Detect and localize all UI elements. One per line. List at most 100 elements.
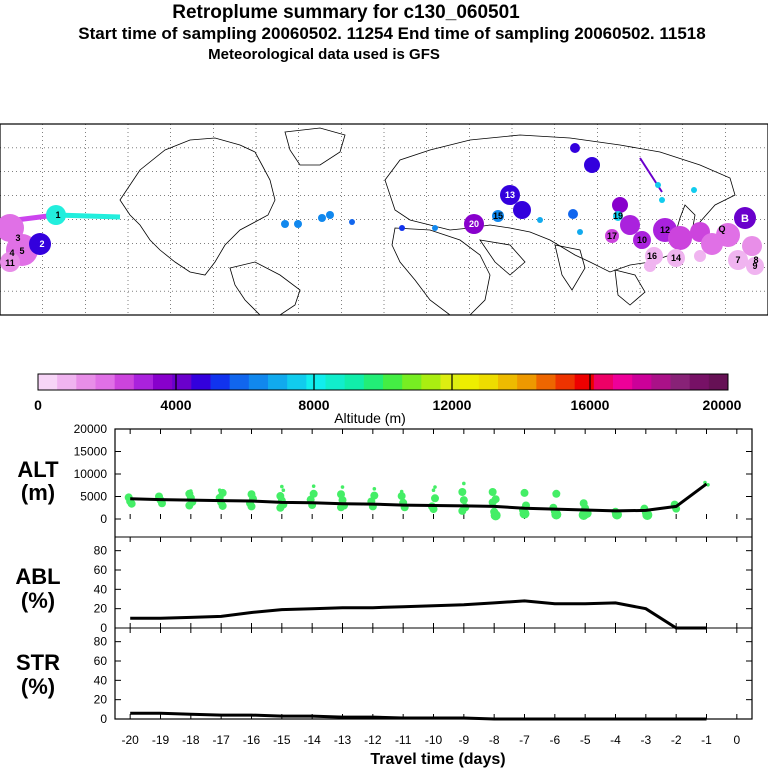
str-ylabel-top: STR	[16, 650, 60, 675]
alt-cluster-dot	[490, 510, 501, 521]
colorbar-cells	[38, 374, 729, 390]
alt-cluster-dot	[551, 509, 562, 520]
colorbar-cell	[421, 374, 441, 390]
colorbar-cell	[708, 374, 729, 390]
x-tick-label: -12	[364, 733, 382, 747]
y-tick-label: 15000	[74, 445, 108, 459]
colorbar-cell	[363, 374, 384, 390]
x-axis-tick-labels: -20 -19 -18 -17 -16 -15 -14 -13 -12 -11 -10 -9 -8 -7-…	[121, 733, 740, 747]
alt-cluster-dot	[431, 488, 436, 493]
plume-circle	[728, 250, 748, 270]
str-ylabel-bottom: (%)	[21, 674, 55, 699]
alt-cluster-dot	[462, 481, 466, 486]
plume-circle	[612, 197, 628, 213]
plume-trail-cyan	[55, 212, 121, 220]
colorbar-cell	[402, 374, 422, 390]
x-tick-label: -9	[458, 733, 469, 747]
plume-circle	[281, 220, 289, 228]
colorbar-cell	[651, 374, 671, 390]
plume-circle	[620, 215, 640, 235]
x-tick-label: -3	[640, 733, 651, 747]
colorbar-tick-label: 0	[34, 397, 42, 413]
alt-ylabel-top: ALT	[17, 457, 59, 482]
colorbar-cell	[210, 374, 231, 390]
plume-circle	[716, 223, 740, 247]
colorbar-cell	[153, 374, 173, 390]
alt-panel: ALT (m) 0 5000 10000 15000 20000	[17, 422, 752, 526]
x-tick-label: -19	[152, 733, 170, 747]
alt-cluster-dot	[189, 489, 193, 493]
alt-cluster-dot	[488, 498, 497, 507]
y-tick-label: 20	[94, 693, 108, 707]
colorbar-cell	[248, 374, 269, 390]
colorbar-cell	[114, 374, 135, 390]
alt-cluster-dot	[218, 501, 227, 510]
x-tick-label: -18	[182, 733, 200, 747]
plume-circles	[0, 143, 764, 275]
colorbar-cell	[57, 374, 77, 390]
plume-circle	[432, 225, 438, 231]
alt-cluster-dot	[281, 488, 286, 493]
colorbar-cell	[268, 374, 288, 390]
x-tick-label: -15	[273, 733, 291, 747]
colorbar-tick-label: 4000	[160, 397, 191, 413]
plume-circle	[584, 157, 600, 173]
colorbar-cell	[593, 374, 614, 390]
plume-circle	[349, 219, 355, 225]
x-tick-label: -5	[580, 733, 591, 747]
y-tick-label: 5000	[80, 490, 107, 504]
colorbar-cell	[440, 374, 461, 390]
plume-label: 14	[671, 253, 681, 263]
north-america-coast	[119, 137, 276, 276]
alt-cluster-dot	[429, 505, 438, 514]
y-tick-label: 10000	[74, 467, 108, 481]
alt-cluster-dot	[706, 483, 710, 487]
colorbar-cell	[536, 374, 556, 390]
plume-circle	[464, 214, 484, 234]
x-tick-label: -11	[395, 733, 412, 747]
plume-circle	[668, 226, 692, 250]
colorbar-cell	[478, 374, 499, 390]
plume-label: 9	[752, 261, 757, 271]
plume-circle	[0, 252, 20, 272]
plume-circle	[655, 182, 661, 188]
plume-label: 2	[39, 239, 44, 249]
alt-cluster-dot	[431, 494, 439, 503]
colorbar-cell	[325, 374, 346, 390]
alt-cluster-dot	[340, 485, 345, 489]
x-tick-label: -2	[671, 733, 682, 747]
colorbar-cell	[670, 374, 691, 390]
x-tick-label: -20	[121, 733, 139, 747]
alt-cluster-dot	[185, 501, 194, 510]
plume-circle	[513, 201, 531, 219]
colorbar-cell	[689, 374, 710, 390]
y-tick-label: 40	[94, 673, 108, 687]
str-yticks: 0 20 40 60 80	[94, 628, 752, 726]
alt-cluster-dot	[458, 488, 467, 496]
alt-cluster-dot	[520, 488, 529, 497]
plume-label: 19	[613, 211, 623, 221]
colorbar-tick-label: 12000	[433, 397, 472, 413]
plume-circle	[570, 143, 580, 153]
plume-label: 3	[15, 233, 20, 243]
x-tick-label: -1	[701, 733, 712, 747]
colorbar-tick-label: 16000	[571, 397, 610, 413]
plume-circle	[746, 257, 764, 275]
colorbar-cell	[229, 374, 250, 390]
plume-label: 12	[660, 225, 670, 235]
plume-circle	[46, 205, 66, 225]
colorbar-cell	[517, 374, 537, 390]
colorbar-cell	[383, 374, 403, 390]
colorbar-cell	[459, 374, 480, 390]
y-tick-label: 20	[94, 602, 108, 616]
x-tick-label: -13	[334, 733, 352, 747]
alt-cluster-dot	[433, 485, 437, 489]
colorbar-frame	[37, 373, 729, 391]
plume-circle	[492, 210, 504, 222]
chart-title: Retroplume summary for c130_060501	[172, 2, 520, 23]
plume-circle	[659, 197, 665, 203]
colorbar-cell	[95, 374, 116, 390]
colorbar-cell	[344, 374, 365, 390]
plume-circle	[691, 187, 697, 193]
plume-label: 8	[753, 255, 758, 265]
